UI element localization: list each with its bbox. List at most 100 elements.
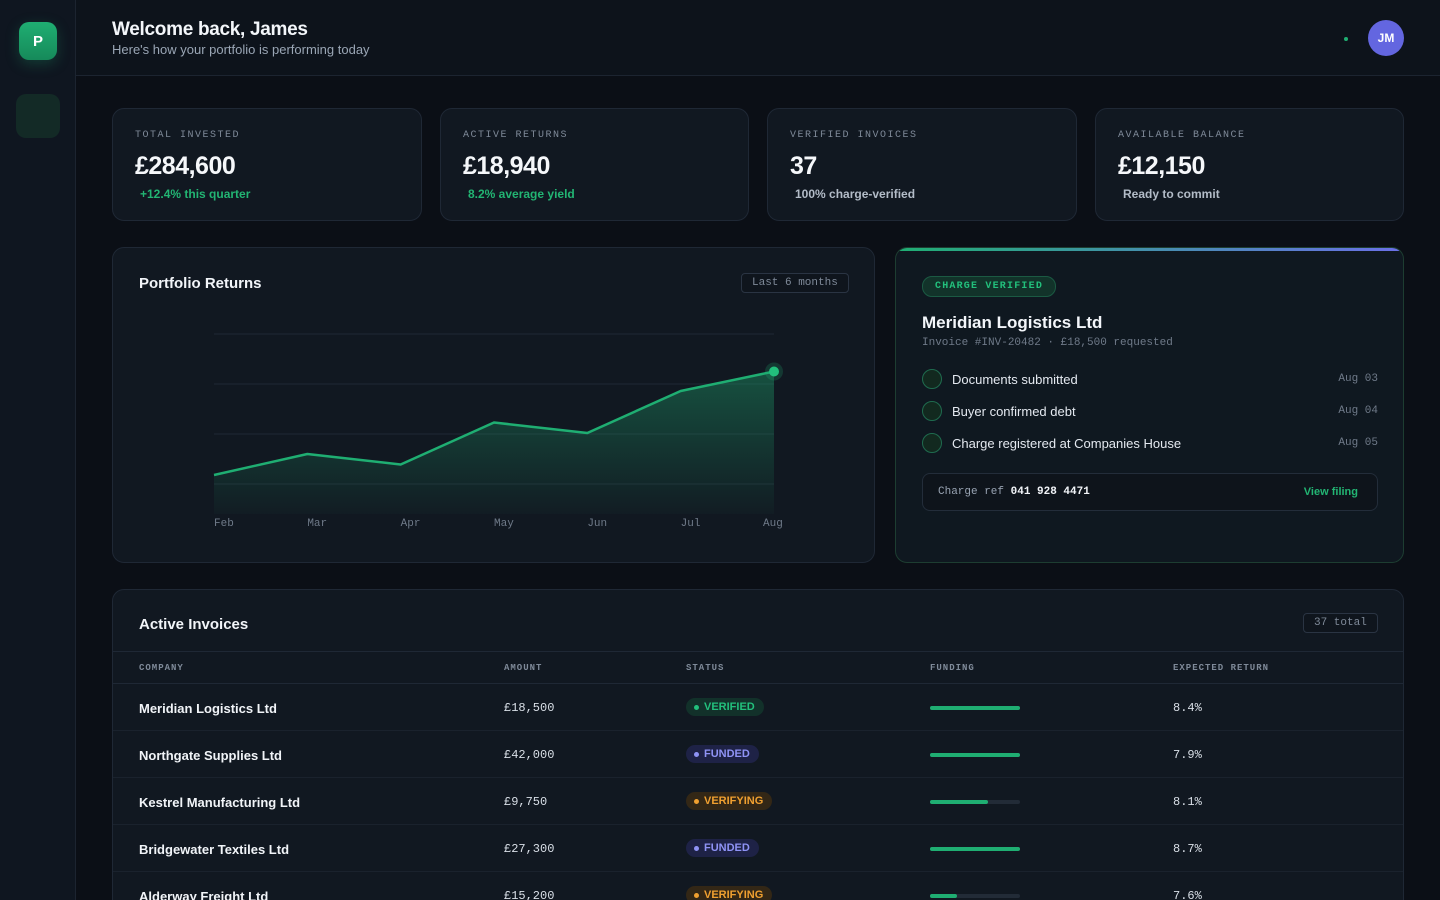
stat-card-verified-invoices: VERIFIED INVOICES 37 100% charge-verifie… <box>767 108 1077 221</box>
column-header-company[interactable]: COMPANY <box>139 663 184 673</box>
funding-progress-fill <box>930 847 1020 851</box>
charge-verified-badge: CHARGE VERIFIED <box>922 276 1057 297</box>
invoice-amount: £42,000 <box>504 748 555 762</box>
avatar[interactable]: JM <box>1368 20 1404 56</box>
column-header-status[interactable]: STATUS <box>686 663 725 673</box>
verification-company: Meridian Logistics Ltd <box>922 313 1103 332</box>
status-badge: FUNDED <box>686 839 759 857</box>
step-date: Aug 04 <box>1338 405 1378 417</box>
stat-card-available-balance: AVAILABLE BALANCE £12,150 Ready to commi… <box>1095 108 1404 221</box>
sidebar: P <box>0 0 76 900</box>
charge-ref: Charge ref 041 928 4471 <box>938 486 1090 498</box>
x-tick-label: Aug <box>763 518 783 530</box>
x-tick-label: Apr <box>401 518 421 530</box>
app-logo[interactable]: P <box>19 22 57 60</box>
invoices-title: Active Invoices <box>139 616 249 633</box>
portfolio-returns-card: Feb Mar Apr May Jun Jul Aug Portfolio Returns … <box>112 247 875 563</box>
step-status-icon <box>922 401 942 421</box>
invoice-expected-return: 7.6% <box>1173 889 1202 900</box>
latest-data-point[interactable] <box>769 366 779 377</box>
stat-label: AVAILABLE BALANCE <box>1118 130 1246 141</box>
sidebar-item-dashboard[interactable] <box>16 94 60 138</box>
funding-progress-bar <box>930 894 1020 898</box>
online-status-dot <box>1344 37 1348 41</box>
stat-card-active-returns: ACTIVE RETURNS £18,940 8.2% average yiel… <box>440 108 749 221</box>
active-invoices-card: Active Invoices 37 total COMPANY AMOUNT … <box>112 589 1404 900</box>
charge-reference-box: Charge ref 041 928 4471 View filing <box>922 473 1378 511</box>
invoices-total-chip: 37 total <box>1303 613 1378 633</box>
funding-progress-fill <box>930 894 957 898</box>
step-label: Documents submitted <box>952 372 1078 387</box>
invoice-company: Northgate Supplies Ltd <box>139 748 282 763</box>
step-label: Charge registered at Companies House <box>952 436 1182 451</box>
invoice-company: Bridgewater Textiles Ltd <box>139 842 290 857</box>
verification-step: Buyer confirmed debt Aug 04 <box>922 401 1378 421</box>
stat-value: 37 <box>790 152 817 180</box>
stat-sub: 100% charge-verified <box>795 187 916 201</box>
table-header: COMPANY AMOUNT STATUS FUNDING EXPECTED R… <box>113 651 1403 684</box>
status-text: VERIFIED <box>704 701 755 713</box>
returns-area-fill <box>214 371 774 514</box>
charge-ref-value: 041 928 4471 <box>1010 486 1090 498</box>
invoice-amount: £18,500 <box>504 701 555 715</box>
stat-label: TOTAL INVESTED <box>135 130 241 141</box>
x-tick-label: Feb <box>214 518 234 530</box>
status-dot-icon <box>694 751 699 757</box>
stat-sub: Ready to commit <box>1123 187 1220 201</box>
table-row[interactable]: Northgate Supplies Ltd £42,000 FUNDED 7.9% <box>113 731 1403 778</box>
column-header-expected-return[interactable]: EXPECTED RETURN <box>1173 663 1270 673</box>
status-dot-icon <box>694 798 699 804</box>
verification-step: Documents submitted Aug 03 <box>922 369 1378 389</box>
stat-value: £18,940 <box>463 152 550 180</box>
step-date: Aug 05 <box>1338 437 1378 449</box>
status-text: VERIFYING <box>704 889 764 900</box>
charge-verification-card: CHARGE VERIFIED Meridian Logistics Ltd I… <box>895 247 1404 563</box>
table-row[interactable]: Bridgewater Textiles Ltd £27,300 FUNDED 8.7… <box>113 825 1403 872</box>
table-row[interactable]: Meridian Logistics Ltd £18,500 VERIFIED 8.4… <box>113 684 1403 731</box>
status-text: VERIFYING <box>704 795 764 807</box>
invoice-company: Kestrel Manufacturing Ltd <box>139 795 301 810</box>
status-dot-icon <box>694 845 699 851</box>
invoice-amount: £15,200 <box>504 889 555 900</box>
column-header-funding[interactable]: FUNDING <box>930 663 975 673</box>
funding-progress-bar <box>930 847 1020 851</box>
funding-progress-fill <box>930 706 1020 710</box>
funding-progress-bar <box>930 800 1020 804</box>
status-badge: VERIFYING <box>686 792 773 810</box>
invoice-expected-return: 7.9% <box>1173 748 1202 762</box>
stat-value: £12,150 <box>1118 152 1205 180</box>
page-header: Welcome back, James Here's how your port… <box>76 0 1440 76</box>
invoice-company: Alderway Freight Ltd <box>139 889 269 900</box>
view-filing-link[interactable]: View filing <box>1303 486 1358 498</box>
stat-value: £284,600 <box>135 152 236 180</box>
invoice-expected-return: 8.1% <box>1173 795 1202 809</box>
funding-progress-fill <box>930 753 1020 757</box>
invoice-expected-return: 8.4% <box>1173 701 1202 715</box>
stat-card-total-invested: TOTAL INVESTED £284,600 +12.4% this quar… <box>112 108 422 221</box>
status-badge: VERIFYING <box>686 886 773 900</box>
invoice-expected-return: 8.7% <box>1173 842 1202 856</box>
x-tick-label: Jul <box>681 518 701 530</box>
column-header-amount[interactable]: AMOUNT <box>504 663 543 673</box>
table-row[interactable]: Kestrel Manufacturing Ltd £9,750 VERIFYING… <box>113 778 1403 825</box>
invoice-amount: £9,750 <box>504 795 548 809</box>
x-tick-label: May <box>494 518 514 530</box>
status-dot-icon <box>694 704 699 710</box>
x-tick-label: Mar <box>307 518 327 530</box>
funding-progress-bar <box>930 706 1020 710</box>
status-badge: VERIFIED <box>686 698 764 716</box>
returns-series-line <box>213 370 775 477</box>
status-badge: FUNDED <box>686 745 759 763</box>
status-text: FUNDED <box>704 842 750 854</box>
invoice-amount: £27,300 <box>504 842 555 856</box>
funding-progress-bar <box>930 753 1020 757</box>
x-tick-label: Jun <box>587 518 607 530</box>
range-selector[interactable]: Last 6 months <box>741 273 849 293</box>
accent-bar <box>896 248 1403 251</box>
step-status-icon <box>922 369 942 389</box>
verification-invoice-details: Invoice #INV-20482 · £18,500 requested <box>922 337 1173 349</box>
table-row[interactable]: Alderway Freight Ltd £15,200 VERIFYING 7.6% <box>113 872 1403 900</box>
invoice-company: Meridian Logistics Ltd <box>139 701 277 716</box>
page-subtitle: Here's how your portfolio is performing … <box>112 42 370 57</box>
stat-sub: 8.2% average yield <box>468 187 575 201</box>
